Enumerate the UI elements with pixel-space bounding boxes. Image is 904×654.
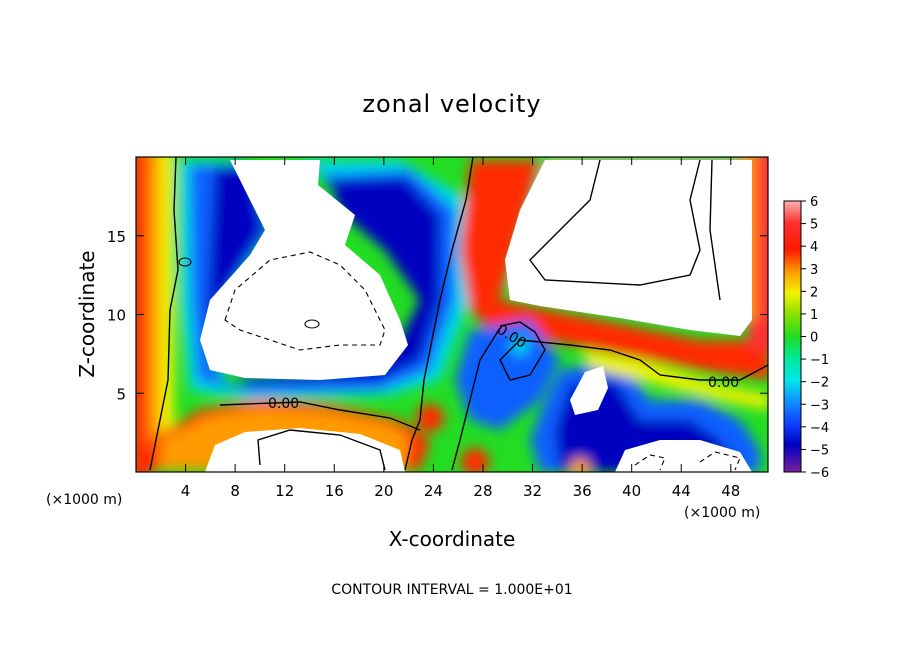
x-unit-right: (×1000 m) [684, 505, 760, 521]
y-axis-label: Z-coordinate [75, 250, 99, 377]
colorbar-tick-label: 0 [810, 331, 818, 346]
chart-title: zonal velocity [362, 90, 541, 118]
x-tick-label: 24 [424, 482, 443, 500]
contour-lines [149, 157, 768, 471]
x-tick-label: 12 [275, 482, 294, 500]
velocity-field: 0.00 0.00 0.00 [136, 157, 768, 472]
x-axis-ticks: 4 8 12 16 20 24 28 32 36 40 44 48 [181, 157, 740, 500]
y-tick-label: 5 [116, 385, 126, 403]
contour-interval-note: CONTOUR INTERVAL = 1.000E+01 [331, 582, 572, 598]
colorbar-tick-label: 4 [810, 240, 818, 255]
x-tick-label: 36 [573, 482, 592, 500]
colorbar-tick-label: −2 [810, 376, 829, 391]
y-axis-ticks: 5 10 15 [107, 228, 768, 403]
y-tick-label: 10 [107, 307, 126, 325]
colorbar: 6 5 4 3 2 1 0 −1 −2 −3 −4 −5 −6 [783, 195, 829, 481]
colorbar-tick-label: 6 [810, 195, 818, 210]
white-region-mid [570, 366, 608, 415]
colorbar-tick-label: −3 [810, 398, 829, 413]
x-tick-label: 20 [374, 482, 393, 500]
colorbar-tick-label: −6 [810, 466, 829, 481]
x-tick-label: 40 [622, 482, 641, 500]
colorbar-tick-label: 3 [810, 263, 818, 278]
x-unit-left: (×1000 m) [46, 492, 122, 508]
colorbar-tick-label: −1 [810, 353, 829, 368]
colorbar-gradient [783, 200, 802, 473]
colorbar-tick-label: 2 [810, 285, 818, 300]
x-tick-label: 4 [181, 482, 191, 500]
colorbar-ticks: 6 5 4 3 2 1 0 −1 −2 −3 −4 −5 −6 [801, 195, 829, 481]
y-tick-label: 15 [107, 228, 126, 246]
colorbar-tick-label: −4 [810, 421, 829, 436]
colorbar-tick-label: −5 [810, 443, 829, 458]
white-region-bottom-left [205, 428, 405, 472]
contour-label-1: 0.00 [268, 396, 299, 412]
negative-contour-lines [224, 251, 741, 471]
x-tick-label: 32 [523, 482, 542, 500]
white-region-bottom-right [615, 440, 752, 472]
x-tick-label: 16 [325, 482, 344, 500]
colorbar-tick-label: 1 [810, 308, 818, 323]
x-tick-label: 44 [672, 482, 691, 500]
x-tick-label: 8 [230, 482, 240, 500]
x-tick-label: 28 [473, 482, 492, 500]
white-region-upper-left [200, 160, 408, 380]
x-axis-label: X-coordinate [389, 527, 516, 551]
contour-label-3: 0.00 [708, 375, 739, 391]
colorbar-tick-label: 5 [810, 218, 818, 233]
x-tick-label: 48 [721, 482, 740, 500]
